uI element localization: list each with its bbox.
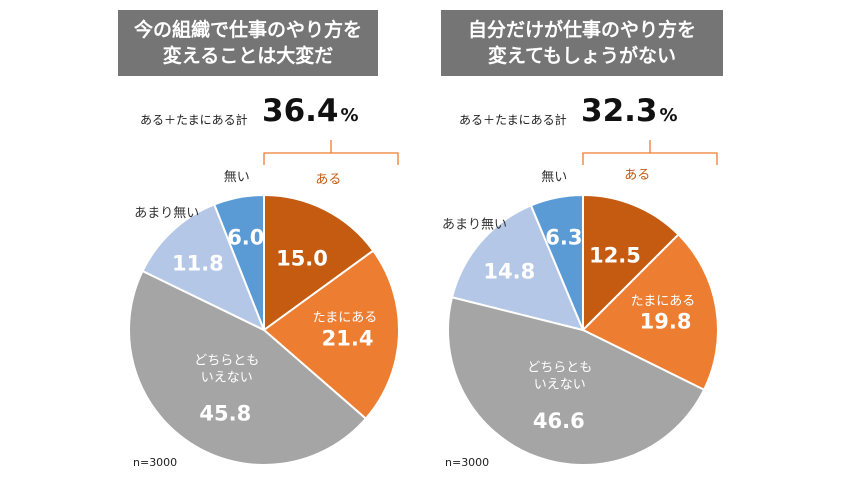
pie-slice <box>263 193 375 332</box>
pie-slice <box>529 193 584 331</box>
total-value: 36.4% <box>262 93 359 129</box>
chart-title: 今の組織で仕事のやり方を 変えることは大変だ <box>118 10 378 76</box>
pie-value-label: 6.0 <box>227 226 264 250</box>
chart-panel-right: 自分だけが仕事のやり方を 変えてもしょうがない ある＋たまにある計 32.3% … <box>423 0 846 480</box>
pie-slice <box>447 296 706 466</box>
total-bracket <box>263 140 399 165</box>
chart-title: 自分だけが仕事のやり方を 変えてもしょうがない <box>441 10 723 76</box>
pie-value-label: 11.8 <box>172 252 224 276</box>
total-bracket <box>582 140 718 165</box>
pie-value-label: 14.8 <box>483 260 535 284</box>
pie-category-label: たまにある <box>313 311 378 326</box>
total-label: ある＋たまにある計 <box>459 113 567 127</box>
pie-value-label: 12.5 <box>589 244 641 268</box>
pie-category-label: 無い <box>541 170 567 185</box>
chart-title-line-1: 今の組織で仕事のやり方を <box>133 19 362 41</box>
pie-value-label: 46.6 <box>533 409 585 433</box>
total-value-unit: % <box>340 105 359 126</box>
pie-category-label: 無い <box>224 170 250 185</box>
pie-slice <box>581 233 719 392</box>
chart-title-line-2: 変えてもしょうがない <box>487 45 677 67</box>
pie-slice <box>450 204 585 332</box>
pie-category-label: あまり無い <box>134 206 199 221</box>
pie-category-label: たまにある <box>631 294 696 309</box>
sample-size-label: n=3000 <box>445 456 490 469</box>
pie-category-label: どちらともいえない <box>527 360 592 392</box>
pie-value-label: 19.8 <box>640 309 692 333</box>
pie-category-label: ある <box>315 173 341 188</box>
pie-category-label: どちらともいえない <box>194 353 259 385</box>
pie-category-label: ある <box>624 168 650 183</box>
pie-slice <box>582 193 680 333</box>
pie-category-label: あまり無い <box>442 218 507 233</box>
pie-value-label: 21.4 <box>322 327 374 351</box>
sample-size-label: n=3000 <box>133 456 178 469</box>
chart-title-line-2: 変えることは大変だ <box>162 45 334 67</box>
total-value-number: 32.3 <box>581 93 658 129</box>
chart-panel-left: 今の組織で仕事のやり方を 変えることは大変だ ある＋たまにある計 36.4% 1… <box>118 10 400 469</box>
pie-value-label: 45.8 <box>199 402 251 426</box>
pie-value-label: 15.0 <box>276 246 328 270</box>
pie-slice <box>128 269 368 466</box>
total-value-unit: % <box>659 105 678 126</box>
chart-title-line-1: 自分だけが仕事のやり方を <box>467 19 696 41</box>
pie-slice <box>262 249 400 421</box>
pie-value-label: 6.3 <box>545 226 582 250</box>
pie-slice <box>141 203 266 333</box>
pie-slice <box>213 193 265 331</box>
total-label: ある＋たまにある計 <box>140 113 248 127</box>
total-value: 32.3% <box>581 93 678 129</box>
total-value-number: 36.4 <box>262 93 339 129</box>
